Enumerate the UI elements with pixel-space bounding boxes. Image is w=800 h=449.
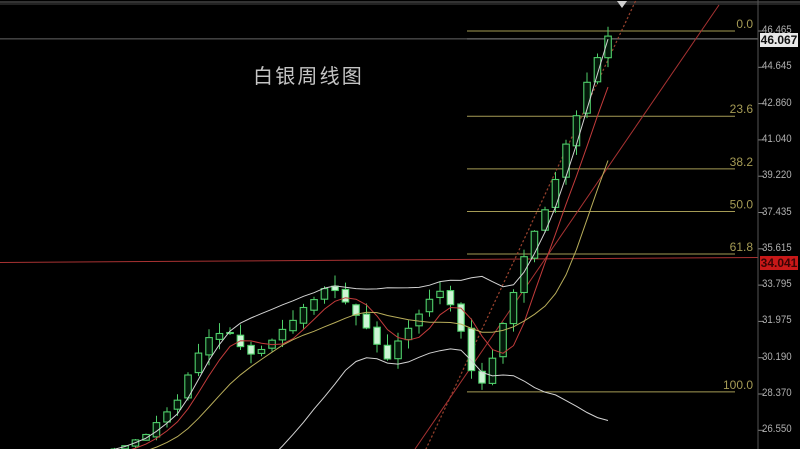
svg-text:38.2: 38.2 [730,155,754,169]
svg-text:23.6: 23.6 [730,102,754,116]
svg-text:100.0: 100.0 [723,378,753,392]
svg-text:61.8: 61.8 [730,240,754,254]
svg-text:50.0: 50.0 [730,198,754,212]
svg-text:0.0: 0.0 [736,17,753,31]
